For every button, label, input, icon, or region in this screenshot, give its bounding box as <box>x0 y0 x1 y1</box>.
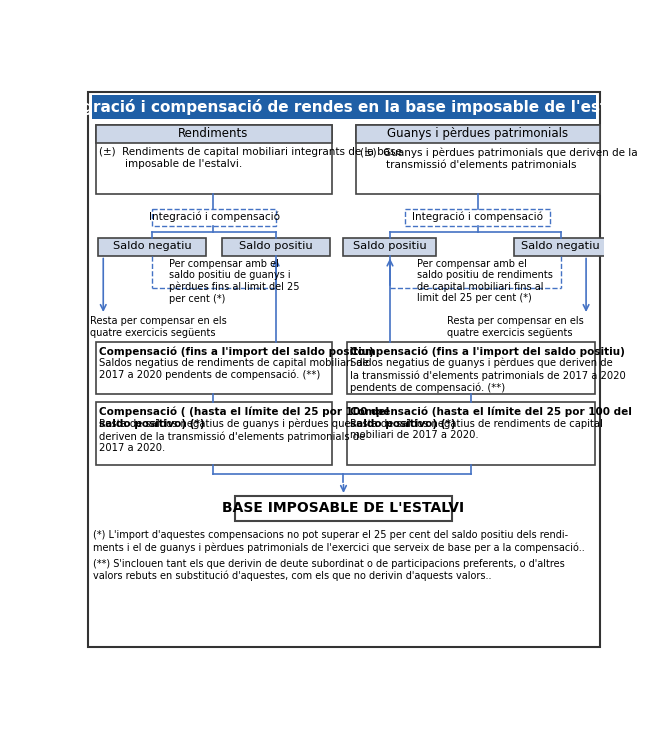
Text: Resta de saldos negatius de rendiments de capital
mobiliari de 2017 a 2020.: Resta de saldos negatius de rendiments d… <box>350 419 603 440</box>
Bar <box>92 96 596 118</box>
Bar <box>405 208 550 226</box>
Text: Integració i compensació: Integració i compensació <box>412 212 543 222</box>
Bar <box>152 208 276 226</box>
Text: Integració i compensació de rendes en la base imposable de l'estalvi: Integració i compensació de rendes en la… <box>48 99 639 115</box>
Text: Saldo negatiu: Saldo negatiu <box>521 241 600 251</box>
Bar <box>95 342 332 394</box>
Bar <box>348 342 595 394</box>
Bar <box>356 125 600 143</box>
Text: Saldo negatiu: Saldo negatiu <box>113 241 191 251</box>
Text: Saldos negatius de rendiments de capital mobiliari de
2017 a 2020 pendents de co: Saldos negatius de rendiments de capital… <box>99 358 368 380</box>
Bar <box>95 125 332 143</box>
Text: (±)  Guanys i pèrdues patrimonials que deriven de la
        transmissió d'eleme: (±) Guanys i pèrdues patrimonials que de… <box>360 147 637 170</box>
Text: Compensació ( (hasta el límite del 25 por 100 del
saldo positivo) (*): Compensació ( (hasta el límite del 25 po… <box>99 406 389 428</box>
Text: (**) S'inclouen tant els que derivin de deute subordinat o de participacions pre: (**) S'inclouen tant els que derivin de … <box>93 559 565 581</box>
Bar <box>356 125 600 194</box>
Text: Rendiments: Rendiments <box>178 127 248 140</box>
Text: Saldo positiu: Saldo positiu <box>353 241 427 251</box>
Text: Compensació (fins a l'import del saldo positiu): Compensació (fins a l'import del saldo p… <box>350 346 625 357</box>
Bar <box>95 402 332 465</box>
Text: Saldos negatius de guanys i pèrdues que deriven de
la transmissió d'elements pat: Saldos negatius de guanys i pèrdues que … <box>350 358 626 393</box>
Text: Per compensar amb el
saldo positiu de guanys i
pèrdues fins al limit del 25
per : Per compensar amb el saldo positiu de gu… <box>169 259 300 304</box>
Text: Resta per compensar en els
quatre exercicis següents: Resta per compensar en els quatre exerci… <box>447 317 583 338</box>
Text: Guanys i pèrdues patrimonials: Guanys i pèrdues patrimonials <box>387 127 568 140</box>
Bar <box>98 238 206 256</box>
Bar <box>348 402 595 465</box>
Bar <box>235 496 452 521</box>
Bar <box>95 125 332 194</box>
Text: (*) L'import d'aquestes compensacions no pot superar el 25 per cent del saldo po: (*) L'import d'aquestes compensacions no… <box>93 531 585 553</box>
Text: Compensació (fins a l'import del saldo positiu): Compensació (fins a l'import del saldo p… <box>99 346 374 357</box>
Text: Resta per compensar en els
quatre exercicis següents: Resta per compensar en els quatre exerci… <box>90 317 227 338</box>
Text: Saldo positiu: Saldo positiu <box>240 241 313 251</box>
Bar <box>222 238 330 256</box>
Text: BASE IMPOSABLE DE L'ESTALVI: BASE IMPOSABLE DE L'ESTALVI <box>223 501 464 515</box>
Text: (±)  Rendiments de capital mobiliari integrants de la base
        imposable de : (±) Rendiments de capital mobiliari inte… <box>99 147 403 169</box>
Text: Compensació (hasta el límite del 25 por 100 del
saldo positivo) (*): Compensació (hasta el límite del 25 por … <box>350 406 632 428</box>
Bar <box>514 238 607 256</box>
Text: Resta de saldos negatius de guanys i pèrdues que
deriven de la transmissió d'ele: Resta de saldos negatius de guanys i pèr… <box>99 419 365 453</box>
Text: Integració i compensació: Integració i compensació <box>148 212 280 222</box>
Bar <box>344 238 437 256</box>
Text: Per compensar amb el
saldo positiu de rendiments
de capital mobiliari fins al
li: Per compensar amb el saldo positiu de re… <box>417 259 553 303</box>
